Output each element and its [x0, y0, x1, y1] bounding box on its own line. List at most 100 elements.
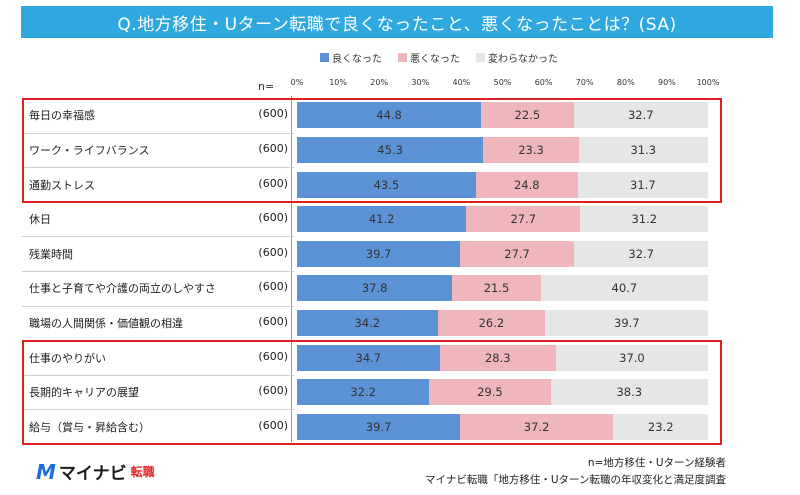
row-divider — [22, 374, 294, 376]
n-header: n= — [258, 80, 275, 93]
data-label: 31.3 — [630, 142, 657, 157]
bar-segment: 26.2 — [437, 309, 546, 336]
data-label: 27.7 — [504, 246, 530, 261]
category-label: ワーク・ライフバランス — [29, 143, 150, 157]
bar-segment: 44.8 — [297, 102, 482, 129]
footer-sample-note: n=地方移住・Uターン経験者 — [587, 457, 726, 469]
data-label: 31.7 — [630, 177, 656, 192]
data-label: 39.7 — [614, 315, 640, 330]
logo-sub: 転職 — [130, 465, 155, 479]
bar-segment: 32.2 — [297, 379, 430, 406]
logo-mark-icon: M — [36, 459, 56, 484]
x-tick-label: 90% — [658, 78, 676, 87]
x-tick-label: 50% — [493, 78, 512, 87]
data-label: 22.5 — [514, 108, 541, 123]
highlight-box — [22, 340, 722, 445]
data-label: 28.3 — [484, 350, 511, 365]
legend-label-good: 良くなった — [332, 54, 382, 65]
legend-label-bad: 悪くなった — [410, 54, 460, 65]
bar-segment: 31.7 — [577, 171, 708, 198]
highlight-box — [22, 98, 722, 203]
axis-line — [291, 96, 292, 442]
bar-segment: 22.5 — [481, 102, 574, 129]
data-label: 34.7 — [355, 350, 382, 365]
category-label: 給与（賞与・昇給含む） — [29, 420, 150, 434]
chart-title: Q.地方移住・Uターン転職で良くなったこと、悪くなったことは？(SA) — [21, 6, 773, 38]
bar-segment: 43.5 — [297, 171, 476, 198]
sample-size: (600) — [258, 314, 288, 328]
x-tick-label: 70% — [575, 78, 594, 87]
data-label: 27.7 — [510, 212, 537, 227]
data-label: 40.7 — [611, 281, 638, 296]
bar-segment: 23.2 — [613, 413, 709, 440]
legend-swatch-neutral — [476, 53, 485, 62]
bar-segment: 31.2 — [580, 206, 709, 233]
bar-segment: 39.7 — [297, 240, 461, 267]
bar-segment: 28.3 — [439, 344, 556, 371]
data-label: 44.8 — [376, 108, 402, 123]
x-tick-label: 0% — [290, 78, 304, 87]
data-label: 32.7 — [627, 108, 654, 123]
data-label: 34.2 — [354, 315, 381, 330]
x-tick-label: 30% — [411, 78, 430, 87]
legend-label-neutral: 変わらなかった — [488, 54, 558, 65]
bar-segment: 32.7 — [574, 240, 709, 267]
row-divider — [22, 305, 294, 307]
bar-segment: 39.7 — [545, 309, 709, 336]
sample-size: (600) — [258, 176, 288, 190]
x-tick-label: 20% — [370, 78, 389, 87]
data-label: 43.5 — [373, 177, 400, 192]
bar-segment: 45.3 — [297, 136, 484, 163]
bar-segment: 37.8 — [297, 275, 453, 302]
category-label: 長期的キャリアの展望 — [29, 386, 139, 400]
legend-swatch-bad — [398, 53, 407, 62]
bar-segment: 27.7 — [460, 240, 574, 267]
footer-source: マイナビ転職「地方移住・Uターン転職の年収変化と満足度調査 — [425, 474, 726, 486]
sample-size: (600) — [258, 107, 288, 121]
data-label: 21.5 — [483, 281, 510, 296]
legend-item-bad: 悪くなった — [398, 50, 460, 65]
bar-segment: 40.7 — [540, 275, 708, 302]
bar-segment: 39.7 — [297, 413, 461, 440]
x-tick-label: 100% — [696, 78, 720, 87]
bar-segment: 21.5 — [452, 275, 541, 302]
row-divider — [22, 167, 294, 169]
data-label: 37.0 — [619, 350, 645, 365]
x-tick-label: 80% — [616, 78, 635, 87]
bar-segment: 37.2 — [460, 413, 614, 440]
data-label: 37.8 — [361, 281, 388, 296]
bar-segment: 41.2 — [297, 206, 467, 233]
sample-size: (600) — [258, 280, 288, 294]
bar-segment: 23.3 — [483, 136, 579, 163]
data-label: 32.7 — [628, 246, 654, 261]
category-label: 通勤ストレス — [29, 178, 95, 192]
legend-item-good: 良くなった — [320, 50, 382, 65]
sample-size: (600) — [258, 418, 288, 432]
data-label: 32.2 — [350, 385, 376, 400]
x-tick-label: 40% — [452, 78, 471, 87]
data-label: 39.7 — [365, 246, 392, 261]
category-label: 毎日の幸福感 — [29, 109, 95, 123]
sample-size: (600) — [258, 245, 288, 259]
data-label: 31.2 — [631, 212, 658, 227]
data-label: 24.8 — [513, 177, 540, 192]
legend: 良くなった 悪くなった 変わらなかった — [320, 50, 558, 65]
category-label: 職場の人間関係・価値観の相違 — [29, 316, 183, 330]
category-label: 休日 — [29, 213, 51, 227]
row-divider — [22, 409, 294, 411]
data-label: 38.3 — [616, 385, 643, 400]
data-label: 29.5 — [477, 385, 503, 400]
sample-size: (600) — [258, 211, 288, 225]
data-label: 23.2 — [647, 419, 674, 434]
row-divider — [22, 236, 294, 238]
bar-segment: 34.7 — [297, 344, 440, 371]
category-label: 仕事と子育てや介護の両立のしやすさ — [29, 282, 216, 296]
mynavi-logo: M マイナビ 転職 — [36, 459, 155, 485]
sample-size: (600) — [258, 384, 288, 398]
data-label: 26.2 — [478, 315, 505, 330]
category-label: 残業時間 — [29, 247, 73, 261]
sample-size: (600) — [258, 349, 288, 363]
x-tick-label: 10% — [329, 78, 347, 87]
data-label: 23.3 — [518, 142, 544, 157]
logo-text: マイナビ — [58, 464, 127, 484]
